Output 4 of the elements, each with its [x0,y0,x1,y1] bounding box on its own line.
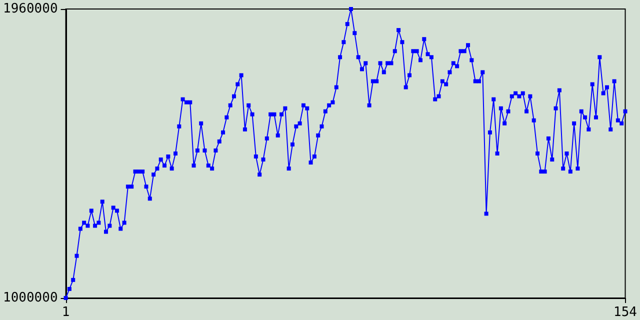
x-tick-label: 154 [614,305,638,320]
x-tick-label: 1 [62,305,70,320]
y-tick-label: 1960000 [2,2,58,16]
y-tick-label: 1000000 [2,290,58,306]
